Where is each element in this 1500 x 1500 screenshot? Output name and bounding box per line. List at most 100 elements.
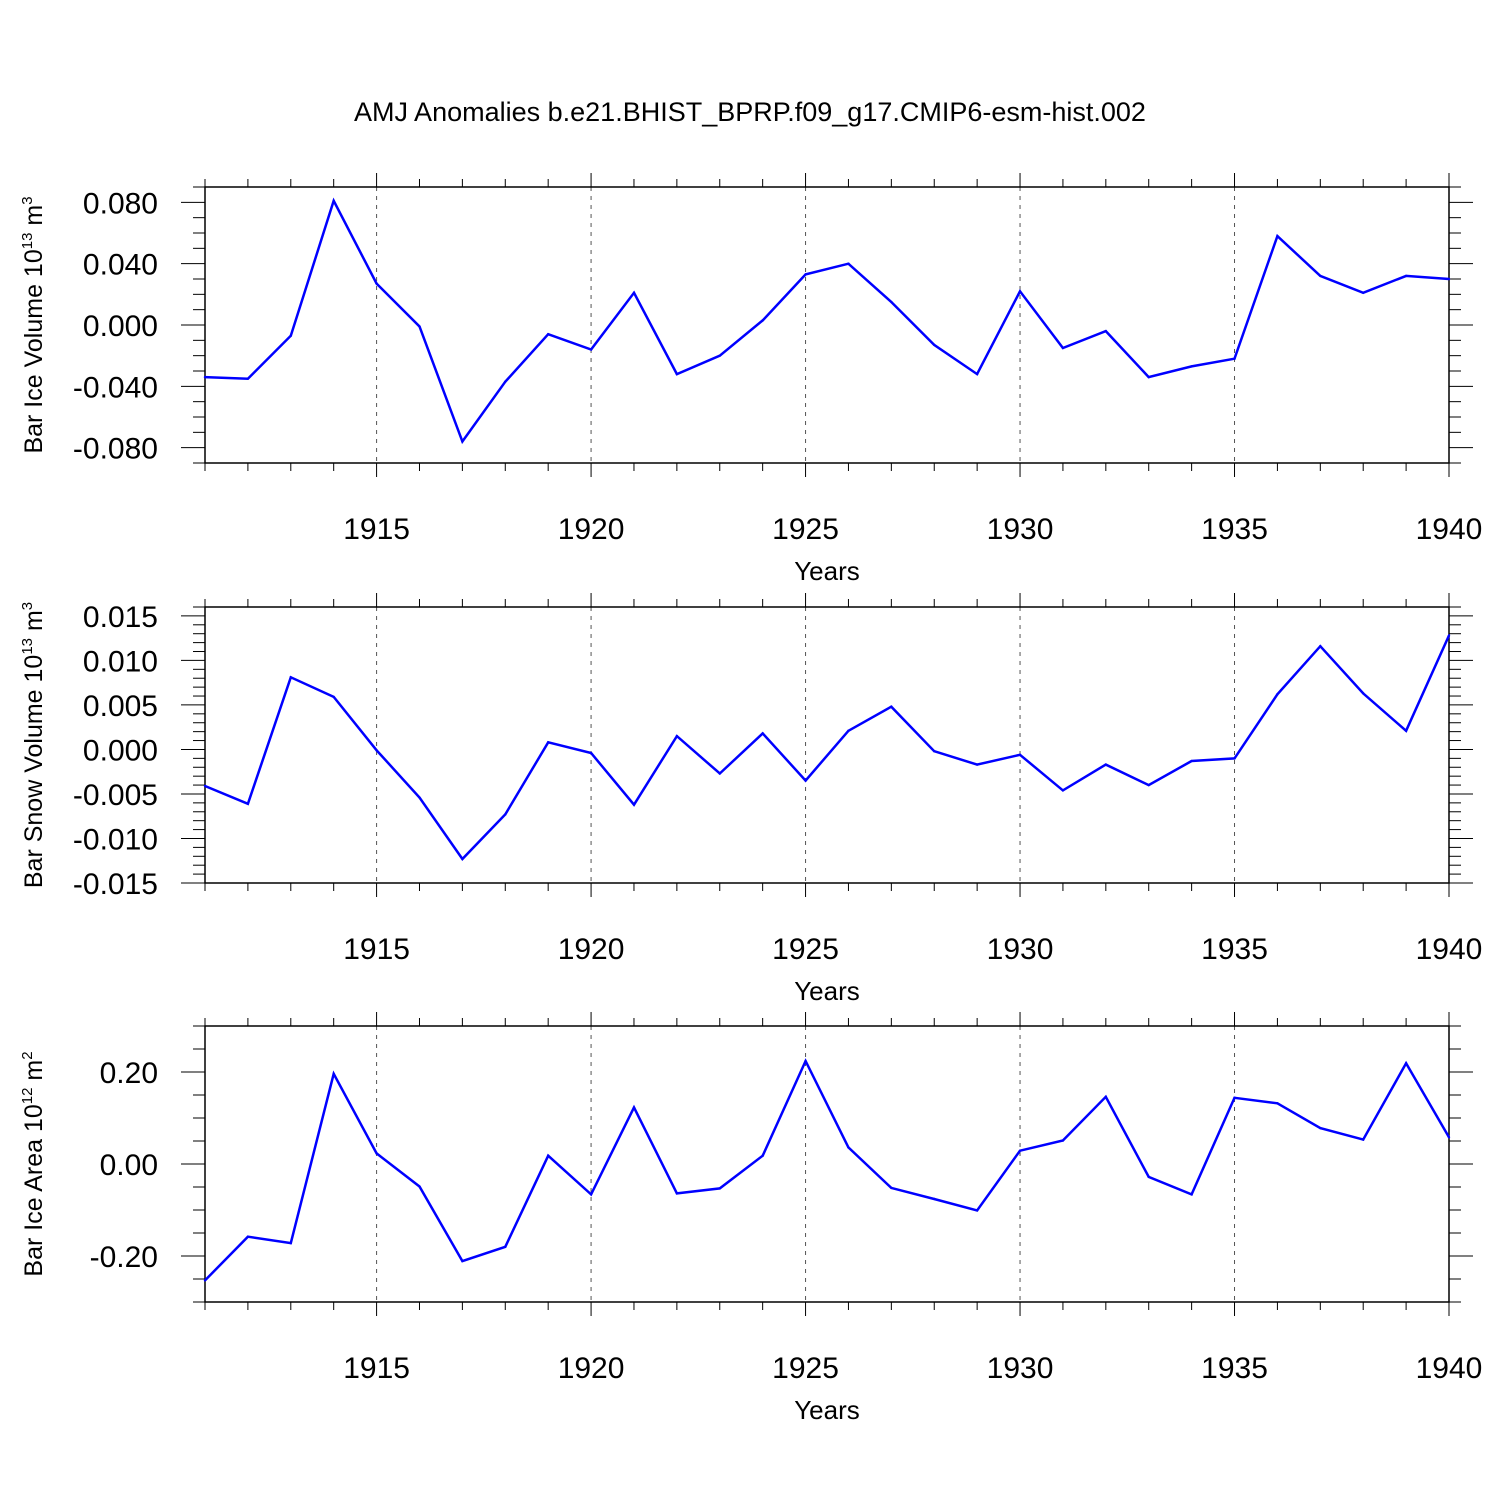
data-point: [975, 1209, 979, 1212]
data-point: [246, 802, 250, 805]
data-point: [804, 273, 807, 276]
data-point: [675, 734, 679, 738]
x-tick-label: 1925: [772, 513, 839, 546]
y-tick-label: 0.080: [83, 187, 158, 220]
data-point: [1104, 1095, 1108, 1099]
x-tick-label: 1915: [343, 513, 410, 546]
data-point: [289, 334, 292, 337]
data-point: [1147, 375, 1150, 379]
data-point: [289, 676, 292, 679]
data-point: [332, 695, 335, 699]
x-axis-label: Years: [794, 976, 860, 1006]
data-point: [1061, 1139, 1065, 1142]
y-tick-label: 0.20: [100, 1057, 158, 1090]
data-point: [1018, 753, 1022, 756]
data-point: [1147, 783, 1150, 787]
data-point: [847, 1146, 850, 1149]
data-point: [589, 1193, 593, 1196]
data-point: [1233, 757, 1236, 760]
data-point: [1362, 692, 1365, 695]
y-axis-label: Bar Ice Area 1012 m2: [19, 1051, 48, 1276]
panel-snow-volume: 0.015 0.010 0.005 0.000 -0.005 -0.010 -0.015 19…: [19, 593, 1482, 1006]
panel-ice-volume: 0.080 0.040 0.000 -0.040 -0.080 1915 1920 1925 1…: [19, 173, 1482, 586]
y-tick-label: -0.080: [73, 433, 158, 466]
x-tick-label: 1935: [1201, 1352, 1268, 1385]
data-point: [975, 763, 979, 766]
x-tick-label: 1925: [772, 1352, 839, 1385]
data-point: [632, 1106, 636, 1109]
y-tick-label: -0.015: [73, 868, 158, 901]
x-tick-label: 1915: [343, 1352, 410, 1385]
data-point: [1147, 1175, 1150, 1179]
data-point: [203, 784, 207, 788]
data-point: [675, 1192, 679, 1195]
data-point: [933, 1197, 936, 1201]
data-point: [1319, 274, 1322, 278]
panel-ice-area: 0.20 0.00 -0.20 1915 1920 1925 1930 1935 1940 Yea…: [19, 1012, 1482, 1425]
data-point: [1404, 1062, 1408, 1065]
data-point: [1447, 634, 1451, 637]
data-point: [1018, 290, 1022, 293]
data-point: [1233, 357, 1236, 360]
data-point: [1276, 693, 1279, 696]
data-point: [375, 749, 378, 752]
data-point: [203, 375, 207, 379]
y-tick-label: 0.00: [100, 1149, 158, 1182]
data-point: [246, 377, 250, 380]
data-point: [289, 1241, 292, 1245]
plot-frame: [204, 606, 1450, 884]
y-tick-label: -0.040: [73, 371, 158, 404]
data-point: [418, 1185, 421, 1188]
data-point: [203, 1279, 207, 1282]
x-tick-label: 1920: [558, 1352, 625, 1385]
series-line: [204, 634, 1451, 861]
data-point: [1233, 1096, 1236, 1099]
data-point: [1319, 1126, 1322, 1130]
x-tick-label: 1925: [772, 933, 839, 966]
data-point: [332, 1072, 335, 1076]
y-tick-label: -0.010: [73, 823, 158, 856]
data-point: [504, 380, 507, 383]
data-point: [461, 857, 464, 861]
data-point: [975, 372, 979, 376]
data-point: [761, 319, 764, 322]
x-tick-label: 1930: [987, 1352, 1054, 1385]
data-point: [1104, 763, 1108, 766]
data-point: [890, 300, 893, 304]
data-point: [375, 282, 378, 285]
data-point: [1362, 291, 1365, 294]
x-tick-label: 1915: [343, 933, 410, 966]
data-point: [589, 751, 593, 755]
data-point: [1190, 1193, 1193, 1196]
data-point: [847, 729, 850, 732]
x-tick-label: 1940: [1416, 513, 1483, 546]
data-point: [1447, 277, 1451, 281]
data-point: [890, 705, 893, 708]
data-point: [761, 732, 764, 735]
y-tick-label: 0.010: [83, 645, 158, 678]
data-point: [1276, 234, 1279, 238]
data-point: [1404, 729, 1408, 732]
data-point: [718, 354, 721, 357]
plot-frame: [204, 186, 1450, 464]
y-tick-label: 0.000: [83, 734, 158, 767]
series-line: [204, 1058, 1451, 1282]
data-point: [504, 1245, 507, 1249]
data-point: [1362, 1138, 1365, 1141]
x-tick-label: 1930: [987, 513, 1054, 546]
data-point: [546, 333, 550, 336]
data-point: [461, 1259, 464, 1263]
data-point: [1061, 789, 1065, 792]
data-point: [546, 741, 550, 744]
data-point: [375, 1152, 378, 1155]
data-point: [890, 1186, 893, 1190]
data-point: [1190, 759, 1193, 763]
data-point: [718, 772, 721, 775]
x-tick-label: 1920: [558, 513, 625, 546]
series-line: [204, 197, 1450, 445]
data-point: [632, 291, 636, 294]
data-point: [933, 343, 936, 347]
x-tick-label: 1920: [558, 933, 625, 966]
data-point: [1276, 1102, 1279, 1105]
